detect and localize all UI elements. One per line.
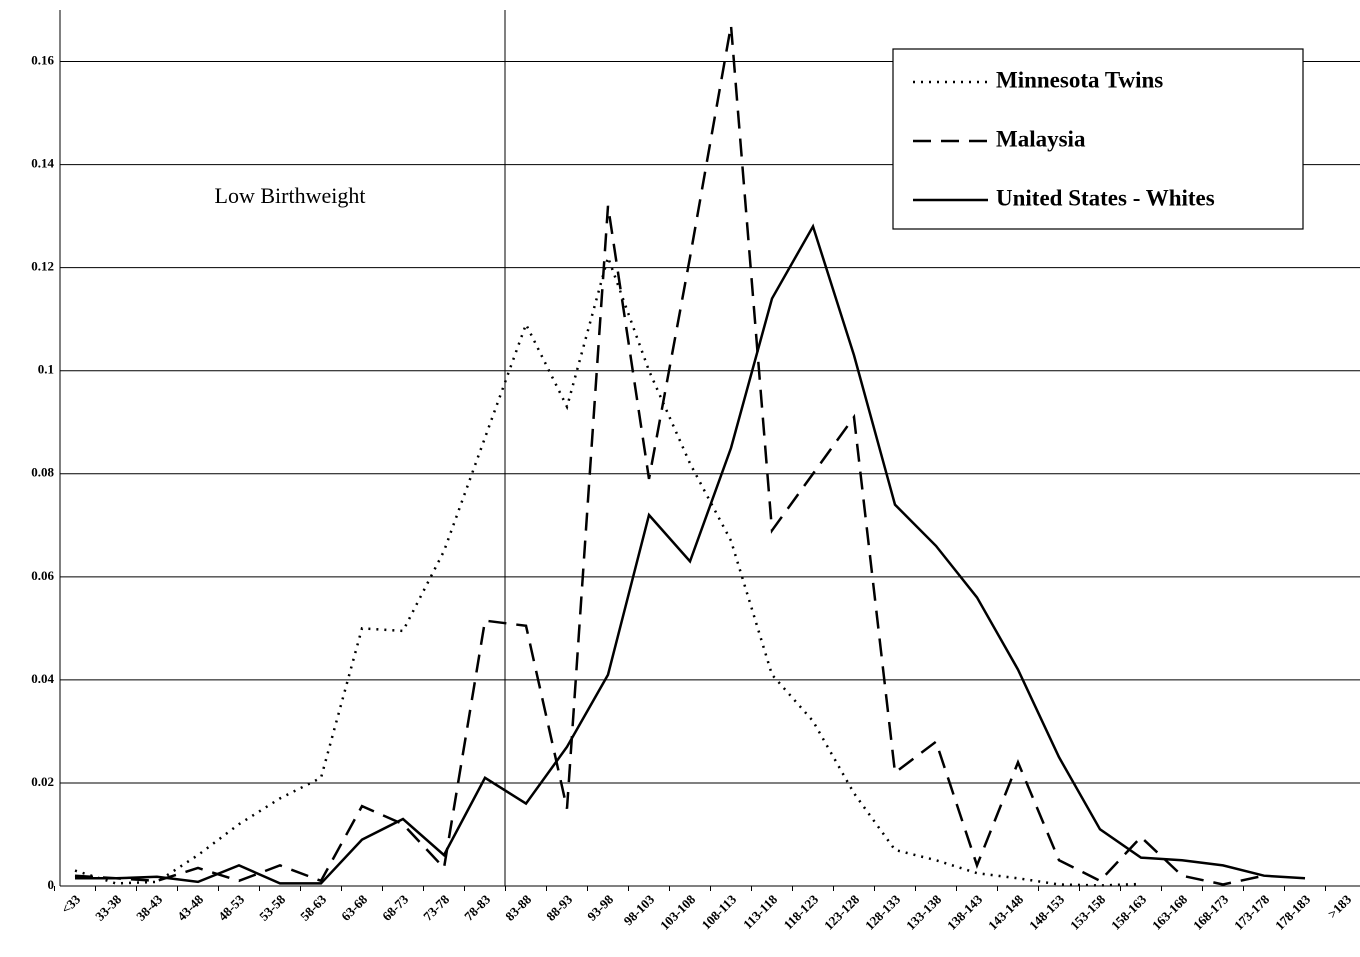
x-tick-label: 133-138 <box>903 891 945 933</box>
series-line <box>74 253 1142 887</box>
x-tick-label: 78-83 <box>461 891 493 923</box>
x-tick-label: 58-63 <box>297 891 329 923</box>
y-tick-label: 0.1 <box>38 362 54 377</box>
x-tick-label: 158-163 <box>1108 891 1150 933</box>
x-tick-label: 48-53 <box>215 891 247 923</box>
x-tick-label: 108-113 <box>698 891 739 932</box>
x-tick-label: 63-68 <box>338 891 370 923</box>
annotation: Low Birthweight <box>215 183 366 208</box>
y-tick-label: 0.06 <box>31 568 54 583</box>
y-tick-label: 0.02 <box>31 774 54 789</box>
x-tick-label: 163-168 <box>1149 891 1191 933</box>
x-tick-label: 103-108 <box>657 891 699 933</box>
y-tick-label: 0.16 <box>31 53 54 68</box>
x-tick-label: 138-143 <box>944 891 986 933</box>
x-tick-label: 173-178 <box>1231 891 1273 933</box>
x-tick-label: 43-48 <box>174 891 206 923</box>
y-tick-label: 0.08 <box>31 465 54 480</box>
x-tick-label: 113-118 <box>740 891 781 932</box>
x-tick-label: 143-148 <box>985 891 1027 933</box>
x-tick-label: 168-173 <box>1190 891 1232 933</box>
x-tick-label: 178-183 <box>1272 891 1314 933</box>
x-tick-label: <33 <box>58 891 83 916</box>
x-tick-label: >183 <box>1325 891 1355 921</box>
x-tick-label: 88-93 <box>543 891 575 923</box>
x-tick-label: 53-58 <box>256 891 288 923</box>
legend-label: United States - Whites <box>996 185 1215 210</box>
x-tick-label: 98-103 <box>621 891 658 928</box>
x-tick-label: 153-158 <box>1067 891 1109 933</box>
y-tick-label: 0.14 <box>31 156 54 171</box>
x-tick-label: 148-153 <box>1026 891 1068 933</box>
x-tick-label: 83-88 <box>502 891 534 923</box>
x-tick-label: 123-128 <box>821 891 863 933</box>
x-tick-label: 38-43 <box>133 891 165 923</box>
x-tick-label: 93-98 <box>584 891 616 923</box>
series-line <box>74 25 1265 886</box>
legend-label: Malaysia <box>996 126 1086 151</box>
x-tick-label: 128-133 <box>862 891 904 933</box>
y-tick-label: 0 <box>48 877 55 892</box>
x-tick-label: 68-73 <box>379 891 411 923</box>
x-tick-label: 73-78 <box>420 891 452 923</box>
series-line <box>75 223 1306 885</box>
y-tick-label: 0.04 <box>31 671 54 686</box>
y-tick-label: 0.12 <box>31 259 54 274</box>
legend-label: Minnesota Twins <box>996 67 1163 92</box>
x-tick-label: 118-123 <box>780 891 821 932</box>
x-tick-label: 33-38 <box>92 891 124 923</box>
